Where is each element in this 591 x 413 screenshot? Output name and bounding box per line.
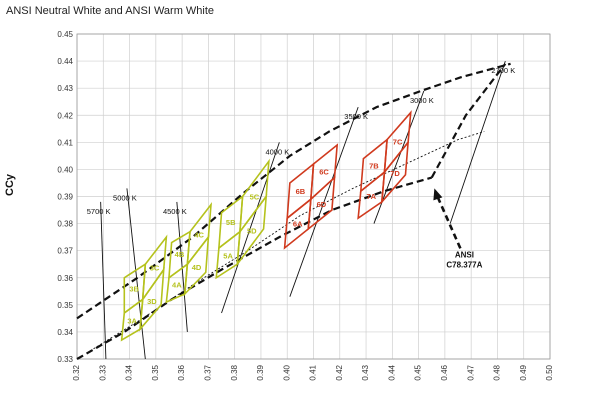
- zone-label: 3D: [147, 297, 157, 306]
- x-tick-label: 0.45: [414, 364, 423, 380]
- isotherm-line: [449, 60, 506, 224]
- isotherm-label: 4500 K: [163, 207, 187, 216]
- zone-label: 3C: [150, 264, 160, 273]
- zone-label: 7A: [367, 192, 377, 201]
- y-tick-label: 0.41: [57, 138, 73, 147]
- zone-label: 4C: [194, 230, 204, 239]
- zone-label: 4A: [172, 281, 182, 290]
- x-tick-label: 0.38: [230, 364, 239, 380]
- x-tick-label: 0.34: [125, 364, 134, 380]
- boundary-line: [76, 176, 433, 360]
- x-tick-label: 0.40: [282, 364, 291, 380]
- zone-label: 6D: [317, 200, 327, 209]
- x-tick-label: 0.48: [493, 364, 502, 380]
- chart-title: ANSI Neutral White and ANSI Warm White: [6, 5, 215, 17]
- axes: 0.32 0.33 0.34 0.35 0.36 0.37 0.38 0.39 0.40 0.41…: [57, 30, 554, 381]
- zone-label: 3B: [129, 285, 139, 294]
- ansi-zones: 3A 3B 3C 3D 4A 4B 4C 4D 5A 5B 5C 5D 6A 6B 6C 6D 7A 7B 7C 7D: [120, 110, 412, 342]
- isotherm-line: [126, 188, 146, 360]
- y-tick-label: 0.42: [57, 111, 73, 120]
- zone-label: 5B: [226, 218, 236, 227]
- y-tick-label: 0.33: [57, 355, 73, 364]
- y-tick-label: 0.40: [57, 165, 73, 174]
- zone-outline: [183, 234, 210, 297]
- zone-outline: [139, 266, 165, 332]
- y-tick-label: 0.37: [57, 247, 73, 256]
- isotherm-line: [176, 201, 188, 332]
- zone-outline: [380, 139, 410, 205]
- x-tick-label: 0.50: [545, 364, 554, 380]
- isotherm-label: 5000 K: [113, 193, 137, 202]
- zone-label: 4D: [192, 263, 202, 272]
- zone-outline: [236, 193, 268, 267]
- zone-label: 6C: [319, 167, 329, 176]
- zone-label: 7C: [393, 138, 403, 147]
- annotation-text: C78.377A: [446, 260, 482, 269]
- x-tick-label: 0.39: [256, 364, 265, 380]
- isotherm-label: 5700 K: [87, 207, 111, 216]
- plot-frame: [76, 33, 551, 360]
- x-tick-label: 0.33: [98, 364, 107, 380]
- y-tick-label: 0.44: [57, 57, 73, 66]
- zone-label: 7B: [369, 161, 379, 170]
- boundary-line: [76, 62, 511, 320]
- boundary-line: [430, 63, 507, 179]
- isotherm-label: 3000 K: [410, 96, 434, 105]
- annotation-arrowhead: [433, 188, 443, 201]
- zone-label: 7D: [390, 169, 400, 178]
- zone-label: 6B: [296, 187, 306, 196]
- boundary-series: [76, 62, 511, 360]
- zone-label: 4B: [175, 250, 185, 259]
- x-tick-label: 0.32: [72, 364, 81, 380]
- x-tick-label: 0.44: [387, 364, 396, 380]
- isotherm-line: [289, 106, 359, 297]
- zone-outline: [307, 175, 336, 231]
- zone-label: 5A: [223, 251, 233, 260]
- isotherm-line: [373, 90, 425, 224]
- boundary-line: [89, 131, 485, 352]
- x-tick-label: 0.37: [203, 364, 212, 380]
- x-tick-label: 0.35: [151, 364, 160, 380]
- isotherm-label: 4000 K: [265, 147, 289, 156]
- zone-label: 5C: [250, 193, 260, 202]
- y-tick-label: 0.38: [57, 220, 73, 229]
- x-tick-label: 0.46: [440, 364, 449, 380]
- isotherm-label: 2700 K: [491, 66, 515, 75]
- x-tick-label: 0.43: [361, 364, 370, 380]
- isotherm-line: [100, 201, 107, 360]
- x-tick-label: 0.49: [519, 364, 528, 380]
- y-tick-label: 0.43: [57, 84, 73, 93]
- annotation-text: ANSI: [455, 250, 474, 259]
- zone-label: 5D: [247, 226, 257, 235]
- y-tick-label: 0.36: [57, 274, 73, 283]
- y-tick-label: 0.35: [57, 301, 73, 310]
- y-tick-label: 0.39: [57, 193, 73, 202]
- y-tick-label: 0.34: [57, 328, 73, 337]
- x-tick-label: 0.41: [309, 364, 318, 380]
- x-tick-label: 0.42: [335, 364, 344, 380]
- x-tick-label: 0.47: [466, 364, 475, 380]
- x-tick-label: 0.36: [177, 364, 186, 380]
- zone-label: 3A: [127, 316, 137, 325]
- zone-label: 6A: [293, 220, 303, 229]
- y-tick-label: 0.45: [57, 30, 73, 39]
